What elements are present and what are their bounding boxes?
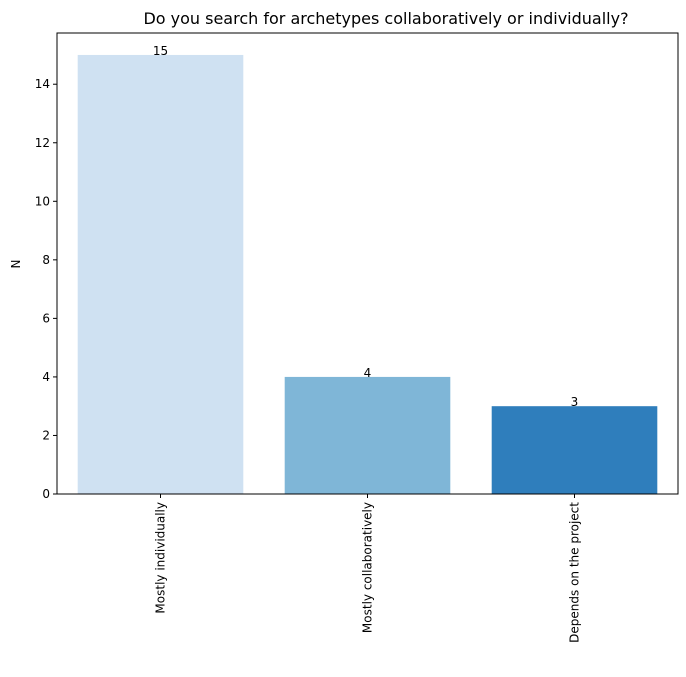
y-tick-label-5: 10 [35, 194, 50, 208]
y-tick-label-6: 12 [35, 136, 50, 150]
bar-0 [77, 54, 244, 494]
y-tick-label-1: 2 [42, 428, 50, 442]
bar-1 [284, 376, 451, 494]
x-tick-label-1: Mostly collaboratively [361, 502, 375, 633]
bar-2 [491, 406, 658, 494]
x-tick-label-0: Mostly individually [154, 502, 168, 614]
y-tick-label-2: 4 [42, 370, 50, 384]
y-tick-label-0: 0 [42, 487, 50, 501]
y-tick-label-3: 6 [42, 311, 50, 325]
y-tick-label-4: 8 [42, 253, 50, 267]
x-axis-ticks: Mostly individually Mostly collaborativel… [154, 494, 582, 643]
y-tick-label-7: 14 [35, 77, 50, 91]
data-label-0: 15 [153, 44, 168, 58]
plot-area-frame [56, 32, 679, 495]
y-axis-ticks: 0 2 4 6 8 10 12 14 [35, 77, 57, 501]
x-tick-label-2: Depends on the project [568, 502, 582, 643]
chart-title: Do you search for archetypes collaborati… [143, 9, 628, 28]
data-label-2: 3 [571, 395, 579, 409]
bars-group [77, 54, 658, 494]
y-axis-label: N [9, 260, 23, 269]
data-label-1: 4 [364, 366, 372, 380]
